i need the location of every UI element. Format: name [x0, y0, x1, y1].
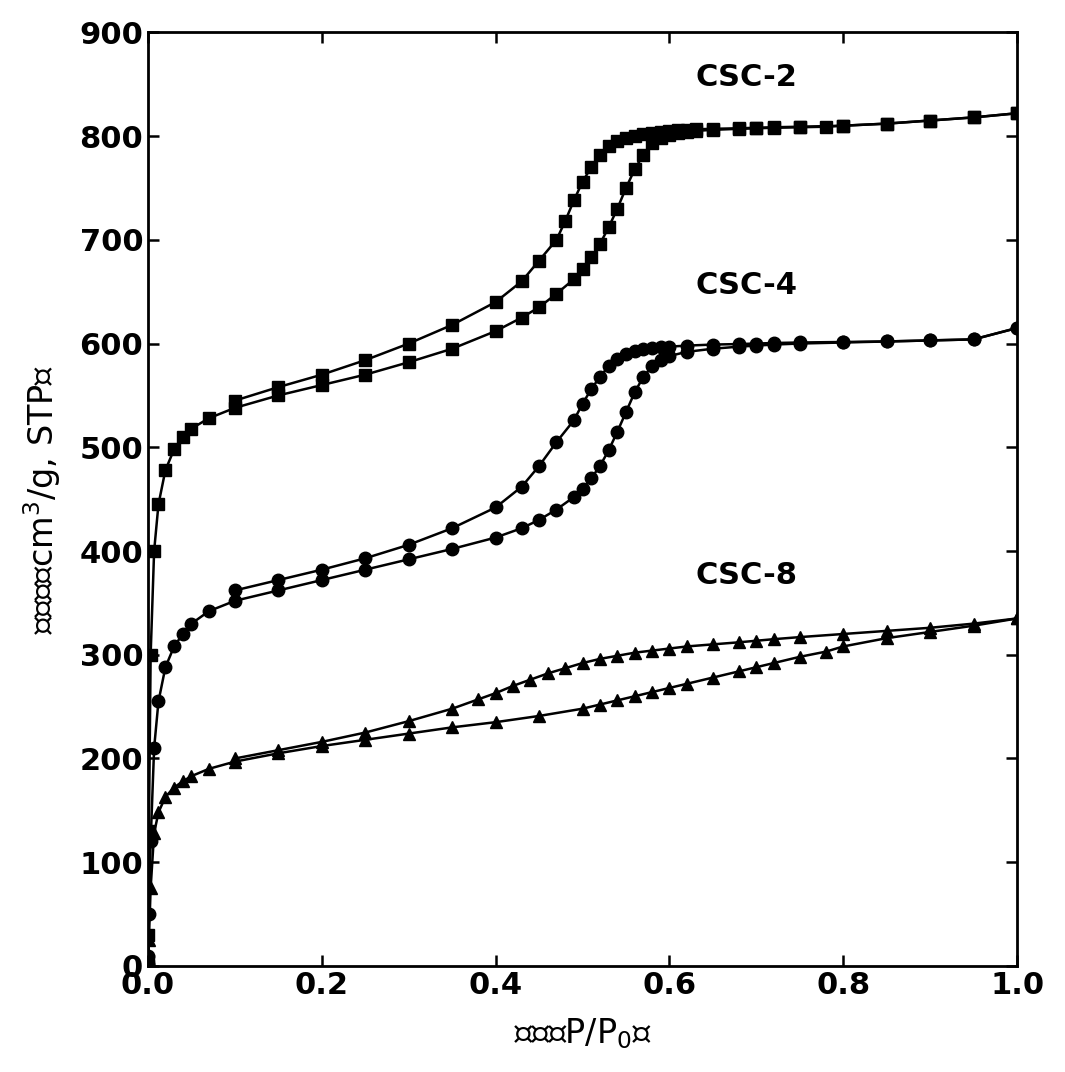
Text: CSC-8: CSC-8 [695, 562, 798, 591]
Text: CSC-2: CSC-2 [695, 63, 798, 92]
X-axis label: 比压（P/P$_0$）: 比压（P/P$_0$） [513, 1016, 652, 1052]
Text: CSC-4: CSC-4 [695, 271, 798, 300]
Y-axis label: 吸附量（cm$^3$/g, STP）: 吸附量（cm$^3$/g, STP） [21, 364, 63, 634]
